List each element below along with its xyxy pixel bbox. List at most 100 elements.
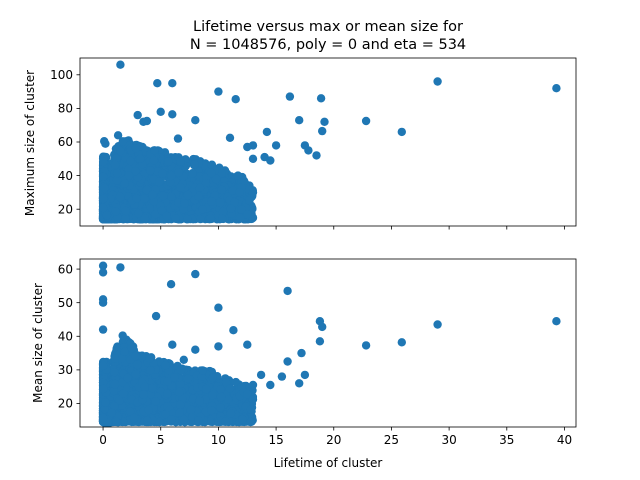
data-point: [100, 183, 109, 193]
data-point: [217, 185, 226, 195]
data-point: [115, 192, 125, 202]
data-point: [174, 198, 183, 207]
data-point: [320, 117, 329, 127]
data-point: [142, 185, 152, 195]
data-point: [112, 169, 122, 178]
data-point: [149, 156, 159, 165]
data-point: [207, 197, 216, 206]
data-point: [111, 154, 121, 163]
y-tick-label: 100: [50, 68, 73, 82]
top-ylabel: Maximum size of cluster: [23, 70, 37, 216]
data-point: [552, 84, 561, 93]
data-point: [361, 116, 371, 126]
data-point: [397, 127, 406, 137]
data-point: [116, 60, 125, 69]
data-point: [167, 192, 176, 201]
data-point: [183, 190, 193, 200]
data-point: [149, 197, 158, 206]
data-point: [176, 183, 185, 192]
data-point: [180, 199, 189, 208]
data-point: [153, 79, 162, 88]
data-point: [433, 77, 442, 86]
data-point: [126, 156, 135, 166]
data-point: [102, 211, 112, 220]
data-point: [210, 191, 219, 200]
data-point: [157, 206, 167, 215]
data-point: [121, 206, 130, 216]
data-point: [228, 186, 237, 195]
bottom-points: [98, 261, 561, 427]
data-point: [133, 173, 143, 182]
data-point: [235, 188, 244, 197]
data-point: [243, 142, 252, 152]
data-point: [176, 157, 185, 166]
data-point: [233, 171, 243, 180]
data-point: [164, 157, 173, 166]
data-point: [111, 207, 121, 216]
data-point: [116, 146, 125, 156]
data-point: [195, 183, 205, 192]
data-point: [168, 79, 177, 88]
data-point: [218, 214, 227, 223]
data-point: [131, 167, 140, 176]
data-point: [271, 141, 281, 150]
data-point: [295, 116, 304, 125]
data-point: [132, 194, 141, 203]
top-x-ticks: [102, 226, 565, 230]
data-point: [136, 154, 145, 163]
data-point: [173, 134, 183, 143]
data-point: [230, 198, 239, 207]
data-point: [188, 394, 198, 404]
data-point: [218, 207, 228, 217]
data-point: [194, 191, 203, 201]
data-point: [171, 214, 180, 223]
data-point: [99, 194, 108, 204]
data-point: [156, 107, 165, 117]
data-point: [133, 110, 142, 120]
data-point: [167, 171, 176, 181]
data-point: [206, 168, 216, 178]
data-point: [148, 190, 157, 200]
data-point: [110, 160, 120, 169]
data-point: [121, 214, 130, 223]
chart-title-line2: N = 1048576, poly = 0 and eta = 534: [190, 37, 466, 53]
data-point: [140, 194, 149, 203]
data-point: [266, 156, 275, 165]
data-point: [248, 188, 258, 197]
data-point: [118, 137, 128, 146]
data-point: [98, 157, 108, 167]
data-point: [245, 196, 254, 205]
data-point: [190, 160, 199, 169]
data-point: [154, 177, 164, 187]
data-point: [140, 214, 150, 223]
data-point: [318, 126, 327, 136]
data-point: [120, 179, 129, 188]
data-point: [196, 214, 205, 224]
data-point: [214, 87, 223, 96]
data-point: [312, 151, 321, 160]
y-tick-label: 80: [58, 102, 73, 116]
y-tick-label: 20: [58, 202, 73, 216]
chart-title-line1: Lifetime versus max or mean size for: [193, 19, 463, 35]
data-point: [285, 92, 295, 101]
data-point: [191, 116, 200, 125]
data-point: [158, 169, 167, 178]
y-tick-label: 60: [58, 135, 73, 149]
data-point: [198, 205, 207, 214]
data-point: [216, 198, 225, 207]
data-point: [151, 210, 160, 219]
data-point: [217, 169, 226, 178]
data-point: [124, 164, 133, 174]
data-point: [316, 94, 326, 103]
data-point: [248, 204, 257, 214]
data-point: [131, 144, 141, 153]
data-point: [243, 210, 252, 219]
data-point: [211, 174, 221, 184]
data-point: [134, 209, 143, 218]
data-point: [98, 172, 108, 181]
data-point: [188, 169, 197, 178]
data-point: [237, 205, 246, 214]
